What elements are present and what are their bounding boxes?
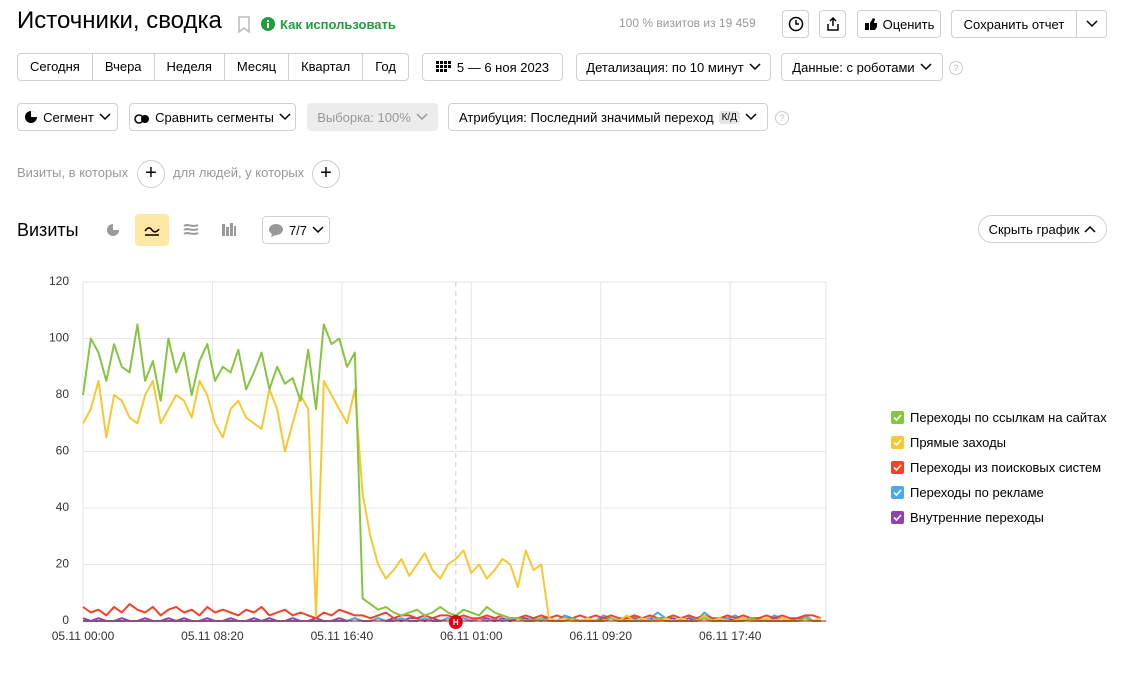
legend-checkbox [891,511,904,524]
series-count-button[interactable]: 7/7 [262,216,330,244]
chart: 0 20 40 60 80 100 120 05.11 00:00 05.11 08:20 05.… [49,274,827,643]
x-tick-label: 05.11 08:20 [181,629,244,643]
data-mode-button[interactable]: Данные: с роботами [781,53,943,81]
period-button[interactable]: Месяц [223,53,290,81]
page-title: Источники, сводка [17,7,222,34]
hide-chart-label: Скрыть график [988,221,1080,237]
help-icon[interactable]: ? [775,111,789,125]
legend-checkbox [891,411,904,424]
help-icon[interactable]: ? [949,61,963,75]
y-tick-label: 60 [56,444,70,458]
report-title: Визиты [17,220,79,240]
y-tick-label: 120 [49,274,69,288]
legend-item[interactable]: Переходы из поисковых систем [891,455,1107,480]
segment-label: Сегмент [43,109,94,125]
annotation-label: Н [453,618,459,627]
bookmark-icon[interactable] [237,16,251,34]
filter-visits-label: Визиты, в которых [17,165,129,180]
save-label: Сохранить отчет [963,16,1065,32]
legend-item[interactable]: Переходы по рекламе [891,480,1107,505]
rate-label: Оценить [882,16,935,32]
attribution-button[interactable]: Атрибуция: Последний значимый переход К/Д [448,103,768,131]
legend-label: Прямые заходы [910,435,1007,450]
x-tick-label: 06.11 17:40 [699,629,762,643]
x-tick-label: 06.11 01:00 [440,629,503,643]
x-tick-label: 05.11 00:00 [52,629,115,643]
detail-label: Детализация: по 10 минут [586,59,744,75]
legend-checkbox [891,486,904,499]
y-tick-label: 100 [49,331,69,345]
y-tick-label: 20 [56,557,70,571]
hide-chart-button[interactable]: Скрыть график [978,215,1107,243]
series-count: 7/7 [288,222,308,238]
compare-button[interactable]: Сравнить сегменты [129,103,296,131]
help-link[interactable]: Как использовать [280,17,396,32]
legend-item[interactable]: Прямые заходы [891,430,1107,455]
legend-label: Переходы по рекламе [910,485,1044,500]
area-view-button[interactable] [183,222,199,238]
x-tick-label: 05.11 16:40 [311,629,374,643]
detail-button[interactable]: Детализация: по 10 минут [576,53,771,81]
compare-label: Сравнить сегменты [155,109,274,125]
legend-label: Внутренние переходы [910,510,1044,525]
sample-label: Выборка: 100% [317,109,411,125]
info-icon [261,17,275,31]
y-tick-label: 0 [62,613,69,627]
y-tick-label: 80 [56,387,70,401]
pie-view-button[interactable] [105,222,121,238]
legend-label: Переходы по ссылкам на сайтах [910,410,1107,425]
period-button[interactable]: Сегодня [17,53,93,81]
legend-item[interactable]: Переходы по ссылкам на сайтах [891,405,1107,430]
legend-checkbox [891,436,904,449]
visits-share: 100 % визитов из 19 459 [619,16,756,30]
attribution-label: Атрибуция: Последний значимый переход [459,109,714,125]
period-button[interactable]: Неделя [153,53,225,81]
period-button[interactable]: Год [362,53,409,81]
legend-checkbox [891,461,904,474]
period-button[interactable]: Квартал [288,53,364,81]
save-menu-button[interactable] [1076,10,1107,38]
bar-view-button[interactable] [221,222,237,238]
filter-people-label: для людей, у которых [173,165,305,180]
legend-label: Переходы из поисковых систем [910,460,1102,475]
date-range-button[interactable]: 5 — 6 ноя 2023 [422,53,563,81]
rate-button[interactable]: Оценить [857,10,941,38]
add-people-filter[interactable]: + [312,160,340,188]
period-group: Сегодня Вчера Неделя Месяц Квартал Год [17,53,409,81]
attribution-badge: К/Д [718,110,740,124]
export-button[interactable] [819,10,846,38]
sample-button: Выборка: 100% [307,103,438,131]
date-range: 5 — 6 ноя 2023 [456,59,550,75]
line-view-button[interactable] [135,214,169,246]
legend: Переходы по ссылкам на сайтах Прямые захо… [891,405,1107,530]
data-mode-label: Данные: с роботами [792,59,915,75]
add-visit-filter[interactable]: + [137,160,165,188]
segment-button[interactable]: Сегмент [17,103,118,131]
history-button[interactable] [782,10,809,38]
y-tick-label: 40 [56,500,70,514]
save-button[interactable]: Сохранить отчет [951,10,1077,38]
legend-item[interactable]: Внутренние переходы [891,505,1107,530]
annotation-marker [448,615,463,629]
x-tick-label: 06.11 09:20 [570,629,633,643]
period-button[interactable]: Вчера [91,53,155,81]
